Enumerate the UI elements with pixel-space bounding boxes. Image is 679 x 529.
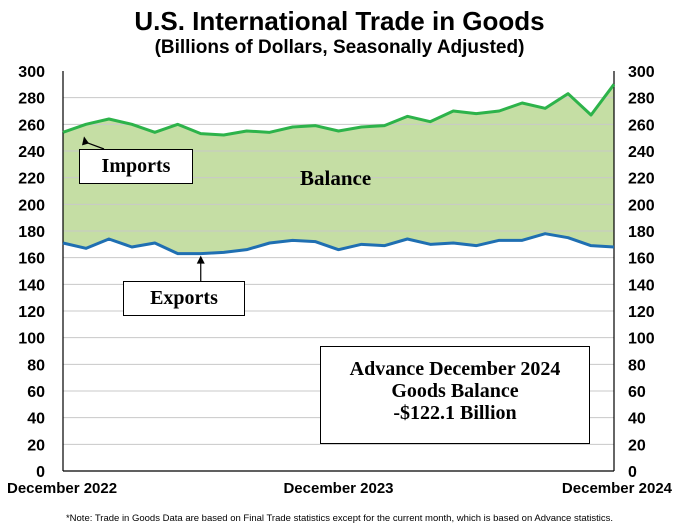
x-tick-label: December 2023: [283, 480, 393, 497]
advance-line-3: -$122.1 Billion: [393, 402, 517, 424]
balance-area: [63, 84, 614, 254]
advance-balance-box: Advance December 2024 Goods Balance -$12…: [320, 346, 590, 444]
y-tick-label-right: 140: [628, 277, 655, 294]
y-tick-label-right: 280: [628, 91, 655, 108]
y-tick-label-left: 0: [36, 464, 45, 481]
y-tick-label-left: 280: [18, 91, 45, 108]
y-tick-label-right: 180: [628, 224, 655, 241]
imports-label: Imports: [79, 149, 193, 184]
advance-line-2: Goods Balance: [391, 380, 519, 402]
chart-title: U.S. International Trade in Goods: [134, 6, 545, 36]
y-tick-label-left: 120: [18, 304, 45, 321]
y-tick-label-left: 160: [18, 251, 45, 268]
y-tick-label-left: 100: [18, 331, 45, 348]
y-tick-label-right: 260: [628, 117, 655, 134]
exports-line: [62, 232, 615, 256]
y-tick-label-left: 140: [18, 277, 45, 294]
y-tick-label-left: 60: [27, 384, 45, 401]
x-tick-label: December 2024: [562, 480, 673, 497]
y-tick-label-right: 40: [628, 411, 646, 428]
y-tick-label-left: 20: [27, 437, 45, 454]
x-tick-label: December 2022: [7, 480, 117, 497]
exports-arrow-head: [196, 255, 205, 264]
y-tick-label-left: 300: [18, 64, 45, 81]
footnote: *Note: Trade in Goods Data are based on …: [65, 513, 614, 524]
y-tick-label-left: 220: [18, 171, 45, 188]
y-tick-label-right: 0: [628, 464, 637, 481]
y-tick-label-right: 120: [628, 304, 655, 321]
y-tick-label-right: 300: [628, 64, 655, 81]
imports-arrow-head: [82, 136, 89, 146]
y-tick-label-right: 20: [628, 437, 646, 454]
y-tick-label-right: 160: [628, 251, 655, 268]
balance-label: Balance: [300, 166, 372, 190]
y-tick-label-right: 200: [628, 197, 655, 214]
y-tick-label-right: 100: [628, 331, 655, 348]
y-tick-label-right: 220: [628, 171, 655, 188]
y-tick-label-left: 180: [18, 224, 45, 241]
exports-label: Exports: [123, 281, 245, 316]
y-tick-label-right: 80: [628, 357, 646, 374]
y-tick-label-right: 60: [628, 384, 646, 401]
advance-line-1: Advance December 2024: [349, 358, 561, 380]
y-tick-label-left: 80: [27, 357, 45, 374]
y-tick-label-left: 40: [27, 411, 45, 428]
y-tick-label-right: 240: [628, 144, 655, 161]
imports-arrow: [85, 141, 105, 150]
y-tick-label-left: 240: [18, 144, 45, 161]
chart-subtitle: (Billions of Dollars, Seasonally Adjuste…: [154, 37, 525, 58]
imports-line: [62, 83, 616, 137]
y-tick-label-left: 260: [18, 117, 45, 134]
y-tick-label-left: 200: [18, 197, 45, 214]
